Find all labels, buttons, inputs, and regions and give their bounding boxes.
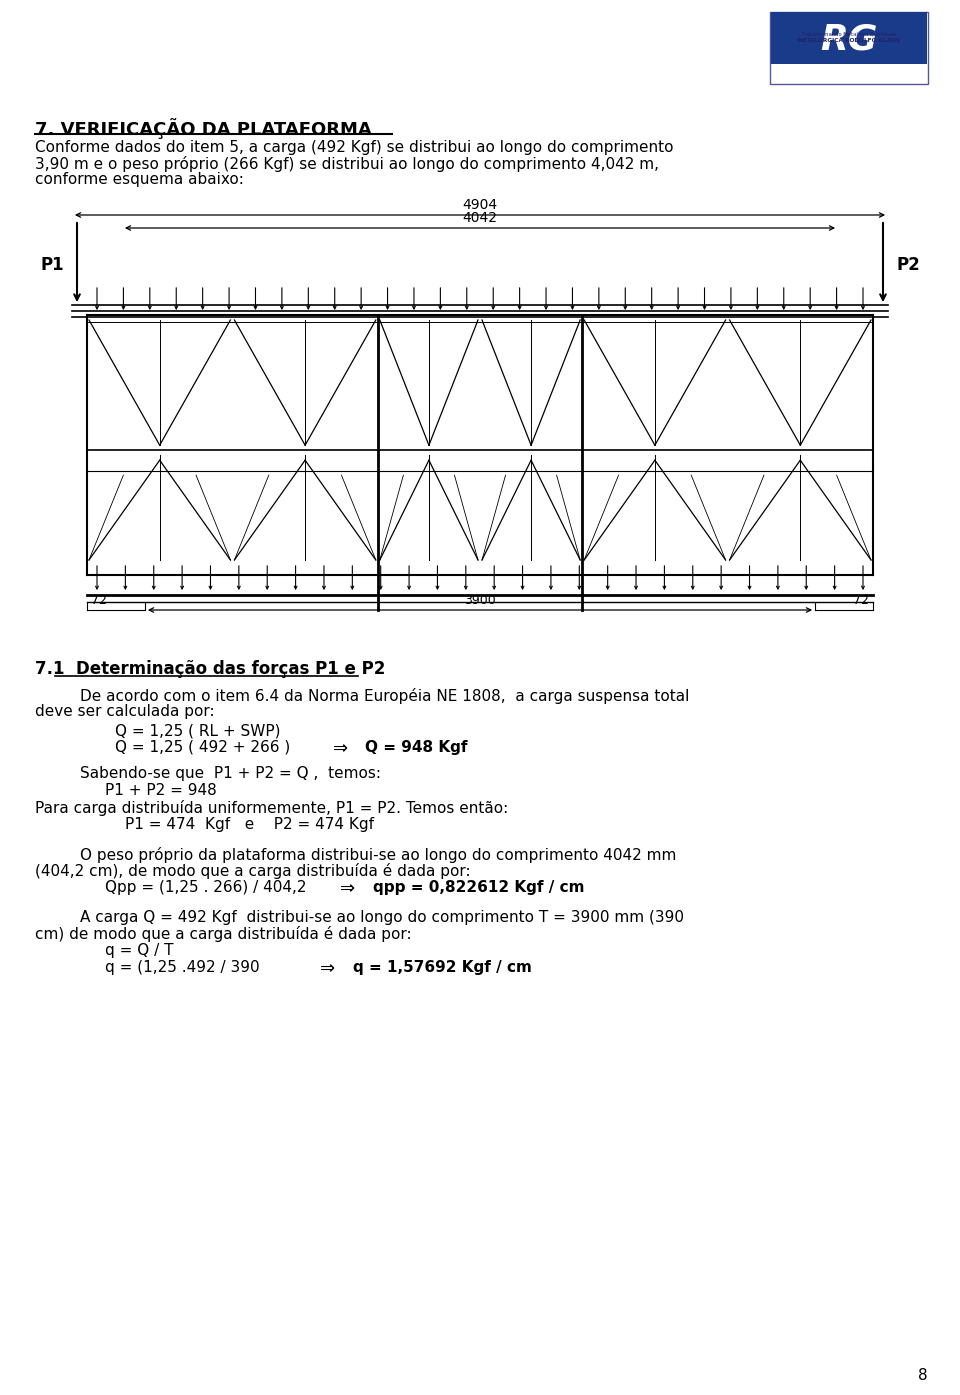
- Text: 7. VERIFICAÇÃO DA PLATAFORMA: 7. VERIFICAÇÃO DA PLATAFORMA: [35, 119, 372, 140]
- Text: deve ser calculada por:: deve ser calculada por:: [35, 704, 215, 718]
- Text: q = (1,25 .492 / 390: q = (1,25 .492 / 390: [105, 960, 259, 975]
- Text: Conforme dados do item 5, a carga (492 Kgf) se distribui ao longo do comprimento: Conforme dados do item 5, a carga (492 K…: [35, 140, 674, 155]
- Text: 4904: 4904: [463, 198, 497, 212]
- Text: 8: 8: [919, 1368, 928, 1382]
- Text: RG: RG: [820, 22, 877, 57]
- Text: Q = 1,25 ( 492 + 266 ): Q = 1,25 ( 492 + 266 ): [115, 739, 290, 755]
- Bar: [771, 13, 927, 64]
- Text: conforme esquema abaixo:: conforme esquema abaixo:: [35, 172, 244, 187]
- Text: 3,90 m e o peso próprio (266 Kgf) se distribui ao longo do comprimento 4,042 m,: 3,90 m e o peso próprio (266 Kgf) se dis…: [35, 156, 659, 172]
- Text: O peso próprio da plataforma distribui-se ao longo do comprimento 4042 mm: O peso próprio da plataforma distribui-s…: [80, 847, 677, 864]
- Text: P2: P2: [896, 257, 920, 273]
- Text: q = Q / T: q = Q / T: [105, 943, 174, 958]
- Text: Transformando Metal em Qualidade: Transformando Metal em Qualidade: [802, 32, 897, 36]
- Text: Para carga distribuída uniformemente, P1 = P2. Temos então:: Para carga distribuída uniformemente, P1…: [35, 799, 508, 816]
- Text: ⇒: ⇒: [333, 739, 348, 757]
- Text: (404,2 cm), de modo que a carga distribuída é dada por:: (404,2 cm), de modo que a carga distribu…: [35, 864, 470, 879]
- Text: 7.1  Determinação das forças P1 e P2: 7.1 Determinação das forças P1 e P2: [35, 660, 385, 678]
- Text: Q = 1,25 ( RL + SWP): Q = 1,25 ( RL + SWP): [115, 723, 280, 738]
- Text: 3900: 3900: [464, 594, 496, 607]
- Text: A carga Q = 492 Kgf  distribui-se ao longo do comprimento T = 3900 mm (390: A carga Q = 492 Kgf distribui-se ao long…: [80, 910, 684, 925]
- Text: 72: 72: [91, 594, 107, 607]
- Text: Sabendo-se que  P1 + P2 = Q ,  temos:: Sabendo-se que P1 + P2 = Q , temos:: [80, 766, 381, 781]
- Text: Qpp = (1,25 . 266) / 404,2: Qpp = (1,25 . 266) / 404,2: [105, 880, 306, 896]
- Text: 4042: 4042: [463, 211, 497, 225]
- Text: Q = 948 Kgf: Q = 948 Kgf: [365, 739, 468, 755]
- Text: P1 = 474  Kgf   e    P2 = 474 Kgf: P1 = 474 Kgf e P2 = 474 Kgf: [125, 817, 374, 831]
- Text: q = 1,57692 Kgf / cm: q = 1,57692 Kgf / cm: [353, 960, 532, 975]
- Text: METALÚRGICA RODOLFO GLAUS: METALÚRGICA RODOLFO GLAUS: [798, 39, 900, 43]
- Text: ⇒: ⇒: [320, 960, 335, 978]
- Bar: [770, 13, 928, 84]
- Text: ⇒: ⇒: [340, 880, 355, 898]
- Text: 72: 72: [853, 594, 869, 607]
- Text: P1 + P2 = 948: P1 + P2 = 948: [105, 783, 217, 798]
- Text: P1: P1: [40, 257, 64, 273]
- Text: qpp = 0,822612 Kgf / cm: qpp = 0,822612 Kgf / cm: [373, 880, 585, 896]
- Text: cm) de modo que a carga distribuída é dada por:: cm) de modo que a carga distribuída é da…: [35, 926, 412, 942]
- Text: De acordo com o item 6.4 da Norma Européia NE 1808,  a carga suspensa total: De acordo com o item 6.4 da Norma Europé…: [80, 688, 689, 704]
